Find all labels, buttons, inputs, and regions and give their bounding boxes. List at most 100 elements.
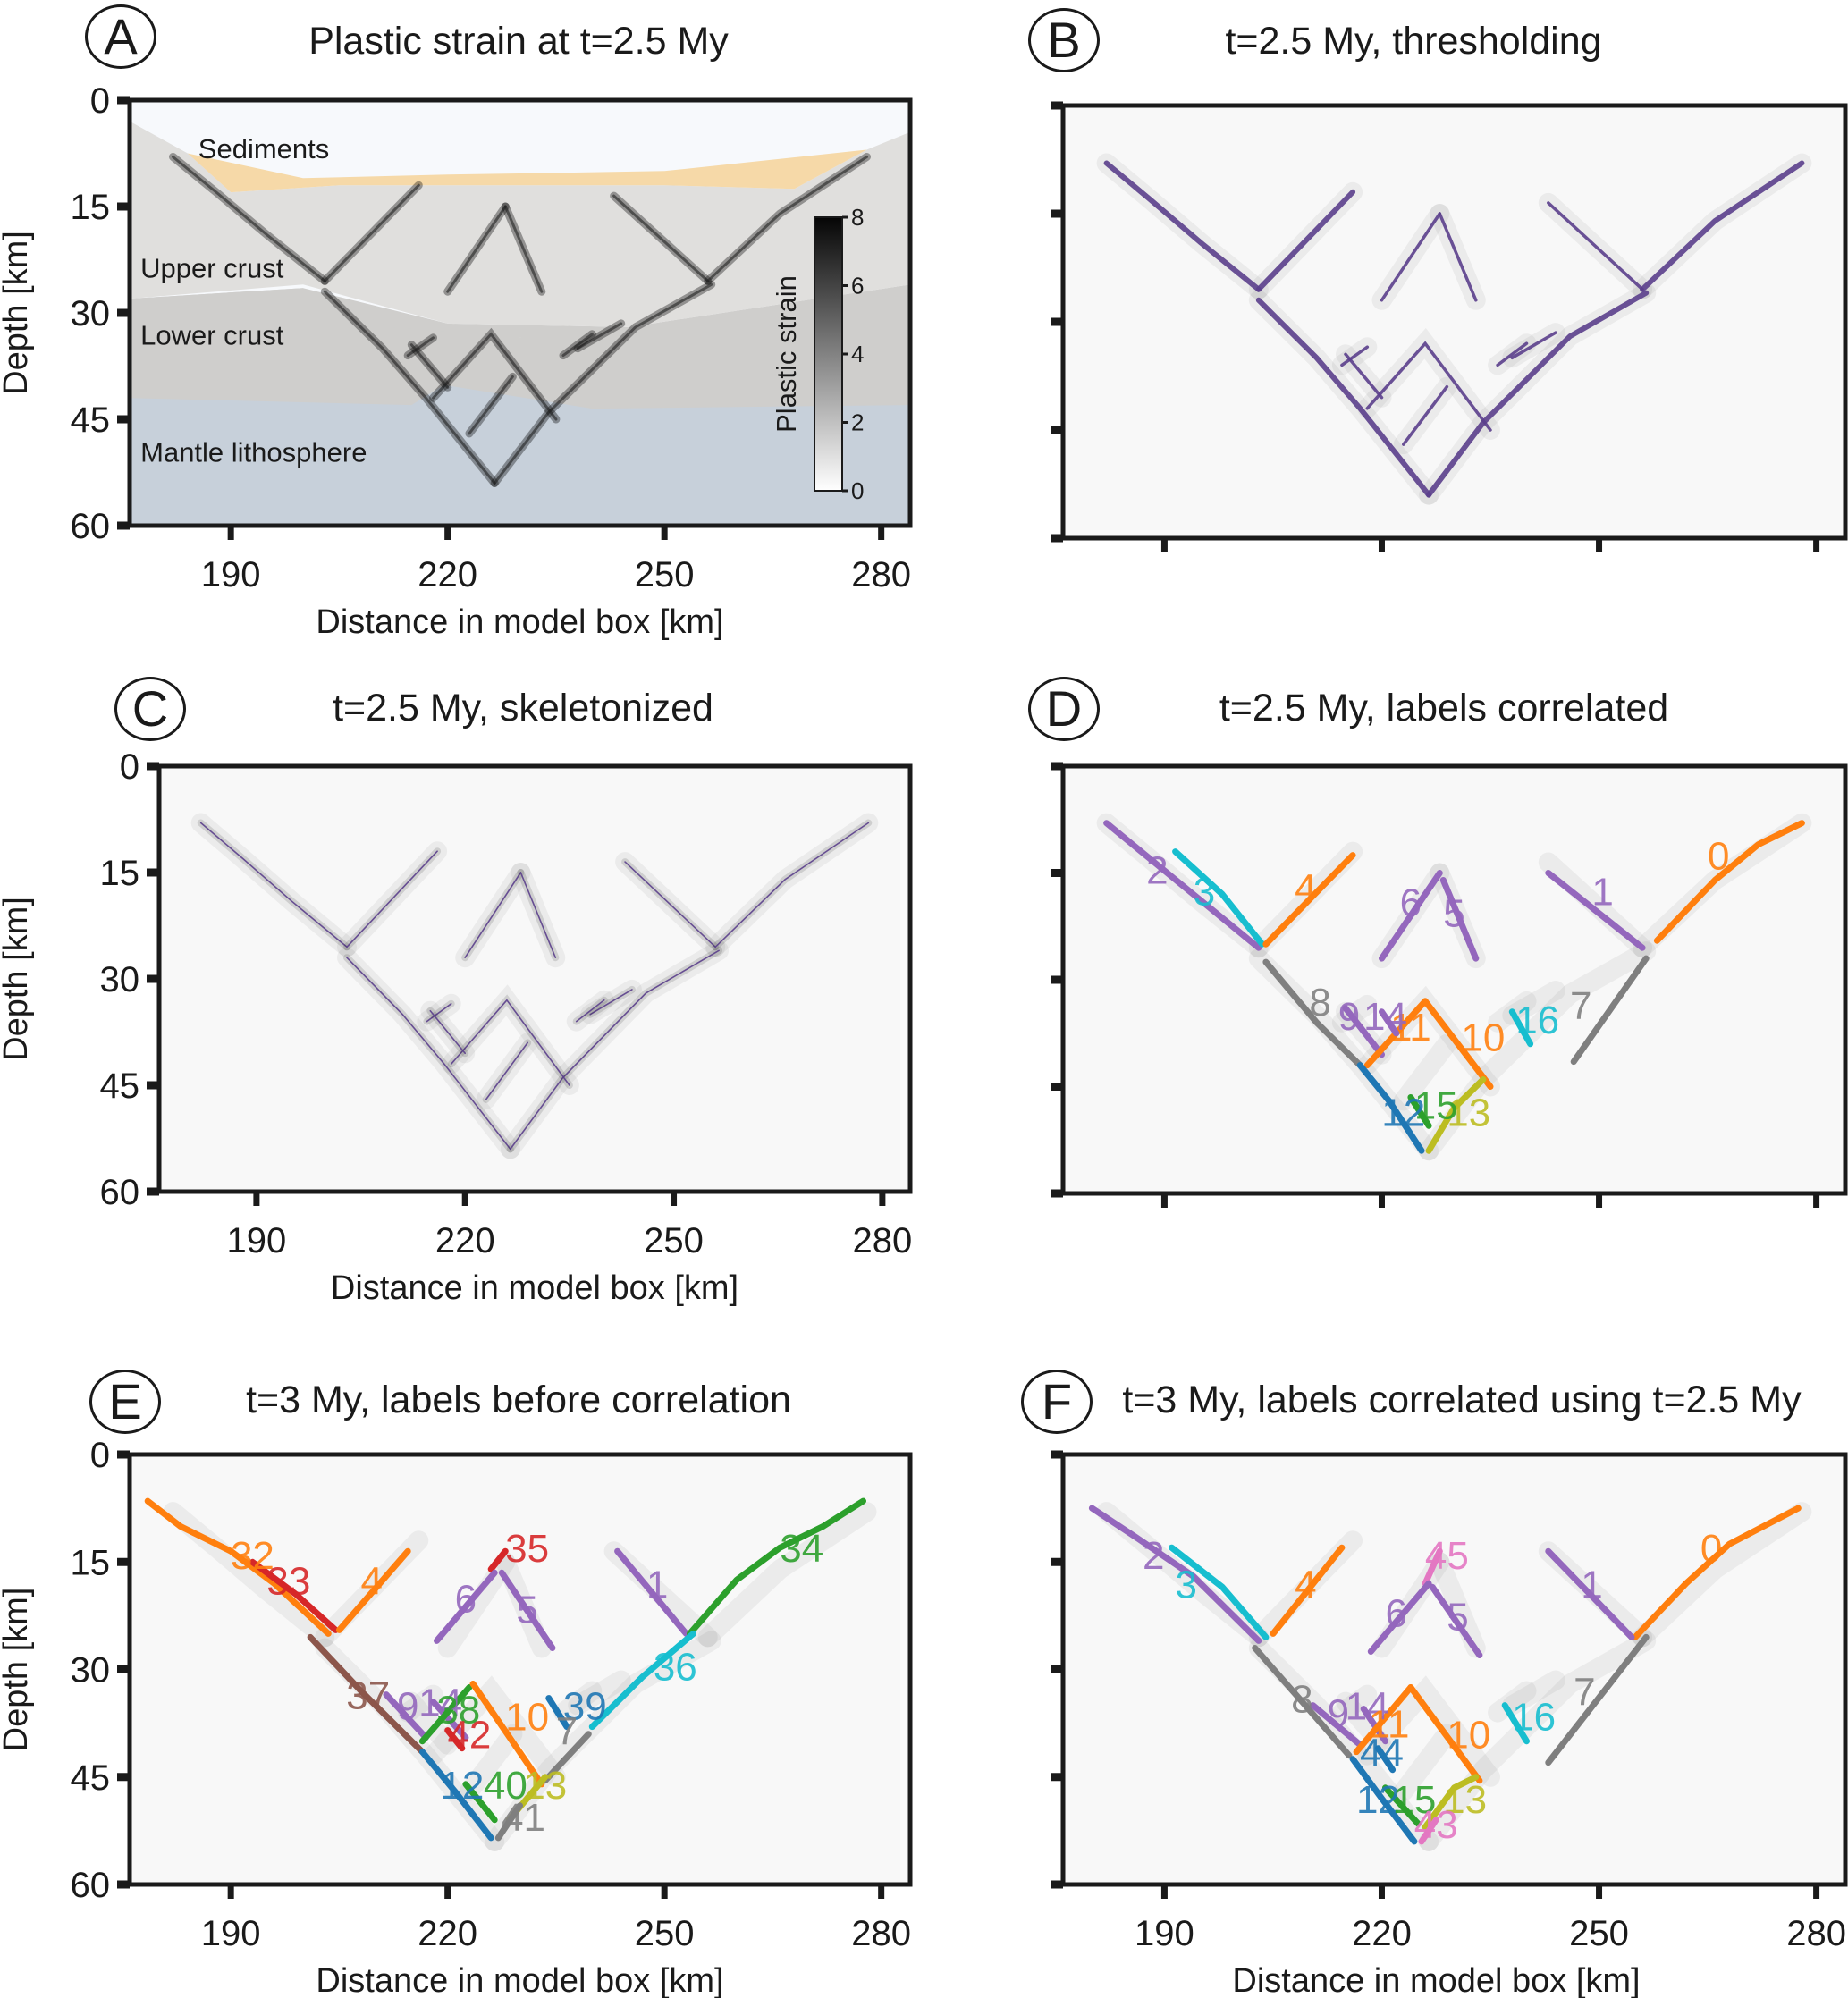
- fault-segment-15: [1407, 1094, 1432, 1129]
- panel-letter-e-text: E: [108, 1373, 142, 1429]
- fault-label-16: 16: [1515, 999, 1559, 1042]
- plot-background: [1063, 766, 1845, 1193]
- y-tick-label: 30: [71, 1651, 111, 1690]
- fault-segment-1: [1545, 1547, 1635, 1640]
- fault-label-5: 5: [516, 1588, 537, 1631]
- y-tick-label: 0: [90, 81, 110, 121]
- layer-lower-crust-2: [130, 288, 910, 409]
- y-tick-label: 0: [90, 1436, 110, 1475]
- threshold-fault: [1426, 290, 1650, 498]
- colorbar-tick-label: 2: [851, 409, 864, 436]
- strain-line: [561, 333, 594, 358]
- fault-label-44: 44: [1360, 1732, 1404, 1775]
- fault-segment-1: [614, 1547, 689, 1637]
- fault-label-10: 10: [505, 1696, 549, 1740]
- panel-b-plot: [1063, 105, 1845, 538]
- panel-letter-b: B: [1028, 8, 1100, 72]
- panel-b-title: t=2.5 My, thresholding: [1225, 20, 1602, 63]
- colorbar-tick-label: 0: [851, 477, 864, 504]
- panel-c-title: t=2.5 My, skeletonized: [333, 687, 713, 729]
- fault-label-14: 14: [418, 1682, 462, 1725]
- plot-background: [130, 1454, 910, 1884]
- skeleton-fault: [426, 1003, 452, 1023]
- fault-label-1: 1: [1581, 1563, 1602, 1606]
- fault-segment-5: [498, 1569, 556, 1651]
- fault-segment-10: [1407, 1684, 1483, 1784]
- fault-segment-7: [1570, 955, 1650, 1066]
- y-axis-label: Depth [km]: [0, 231, 35, 395]
- fault-label-2: 2: [1143, 1534, 1164, 1578]
- x-tick-label: 190: [1135, 1914, 1194, 1953]
- fault-segment-12: [418, 1749, 494, 1842]
- fault-segment-42: [444, 1727, 466, 1752]
- y-tick-label: 15: [100, 854, 140, 893]
- panel-b-axes: [1051, 101, 1848, 552]
- fault-segment-4: [1270, 1544, 1346, 1637]
- fault-segment-14: [430, 1699, 469, 1741]
- layer-label: Sediments: [198, 133, 329, 164]
- fault-segment-44: [1374, 1745, 1397, 1774]
- layer-label: Lower crust: [140, 320, 284, 351]
- plot-background: [1063, 1454, 1845, 1884]
- panel-letter-d: D: [1028, 677, 1100, 741]
- fault-label-35: 35: [505, 1527, 549, 1571]
- fault-label-0: 0: [1700, 1527, 1722, 1571]
- panel-c-plot: [159, 766, 910, 1192]
- colorbar-tick-label: 6: [851, 273, 864, 299]
- y-tick-label: 60: [71, 1866, 111, 1905]
- faint-strain: [1357, 1675, 1500, 1787]
- fault-segment-32: [144, 1497, 332, 1637]
- y-tick-label: 45: [71, 1758, 111, 1798]
- y-tick-label: 60: [100, 1173, 140, 1212]
- fault-label-2: 2: [1146, 849, 1168, 893]
- fault-segment-8: [1252, 1645, 1353, 1759]
- threshold-fault: [1547, 201, 1644, 291]
- fault-segment-1: [1545, 870, 1646, 951]
- fault-label-14: 14: [1346, 1685, 1389, 1729]
- threshold-fault: [1340, 345, 1370, 367]
- fault-label-45: 45: [1425, 1534, 1469, 1578]
- fault-label-39: 39: [563, 1685, 607, 1729]
- y-tick-label: 15: [71, 188, 111, 227]
- fault-label-13: 13: [1447, 1091, 1490, 1134]
- panel-c-axes: 0 15 30 45 60 190 220 250 280 Distance in model b…: [0, 747, 913, 1307]
- fault-segment-41: [494, 1802, 523, 1842]
- panel-letter-a: A: [85, 4, 156, 69]
- x-tick-label: 280: [851, 1914, 911, 1953]
- panel-a-plot: Sediments Upper crust Lower crust Mantle li…: [130, 100, 910, 526]
- fault-label-10: 10: [1447, 1714, 1490, 1758]
- threshold-fault: [1365, 341, 1492, 432]
- fault-segment-7: [1545, 1633, 1650, 1766]
- x-tick-label: 220: [1352, 1914, 1412, 1953]
- fault-label-4: 4: [1295, 1563, 1316, 1606]
- fault-label-5: 5: [1443, 891, 1464, 935]
- fault-segment-16: [1508, 1008, 1534, 1048]
- colorbar-tick-label: 4: [851, 341, 864, 367]
- colorbar: [814, 216, 843, 492]
- x-axis-label: Distance in model box [km]: [1232, 1962, 1640, 1998]
- fault-segment-5: [1429, 1583, 1483, 1658]
- fault-segment-3: [1169, 1544, 1270, 1640]
- x-tick-label: 220: [418, 1914, 477, 1953]
- y-tick-label: 30: [100, 960, 140, 999]
- x-axis-label: Distance in model box [km]: [331, 1269, 738, 1307]
- fault-label-0: 0: [1708, 835, 1729, 879]
- faint-strain: [553, 1681, 603, 1723]
- faint-strain: [1633, 1502, 1812, 1648]
- fault-label-11: 11: [1369, 1703, 1410, 1747]
- plot-background: [1063, 105, 1845, 538]
- threshold-fault: [1438, 212, 1478, 302]
- fault-label-9: 9: [397, 1685, 418, 1729]
- fault-segment-9: [383, 1691, 429, 1741]
- fault-segment-2: [1103, 820, 1262, 951]
- fault-segment-11: [1353, 1684, 1414, 1756]
- fault-label-13: 13: [1443, 1778, 1487, 1822]
- threshold-fault: [1255, 297, 1432, 498]
- fault-label-6: 6: [455, 1577, 477, 1621]
- panel-e-title: t=3 My, labels before correlation: [246, 1378, 791, 1421]
- fault-segment-5: [1439, 877, 1480, 962]
- x-tick-label: 280: [853, 1221, 913, 1260]
- fault-label-16: 16: [1512, 1696, 1556, 1740]
